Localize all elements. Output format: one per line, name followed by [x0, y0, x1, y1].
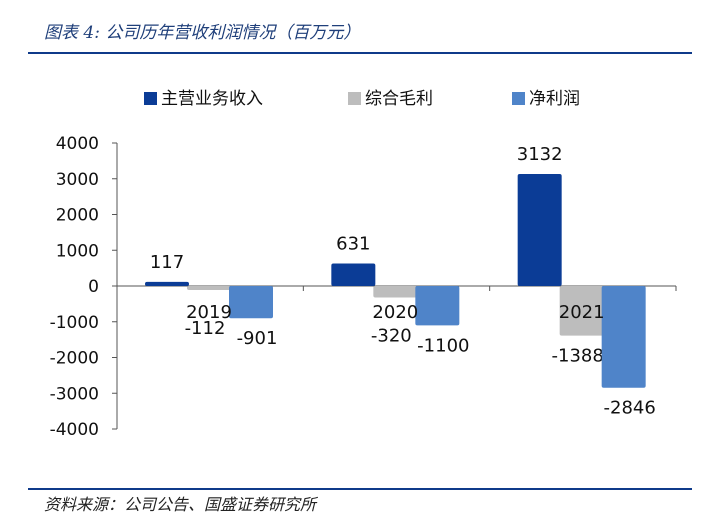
data-label: -1388 — [552, 346, 604, 367]
data-label: -901 — [237, 328, 278, 349]
bar-综合毛利-2021 — [559, 286, 604, 336]
y-tick-label: -2000 — [50, 349, 99, 369]
bar-主营业务收入-2019 — [145, 281, 189, 286]
top-rule — [28, 52, 692, 54]
legend-label-3: 净利润 — [529, 89, 580, 109]
legend-label-1: 主营业务收入 — [161, 89, 263, 109]
data-label: -112 — [185, 318, 226, 339]
y-tick-label: 2000 — [56, 206, 99, 226]
data-label: 3132 — [517, 144, 563, 165]
bar-净利润-2019 — [229, 286, 273, 319]
y-tick-label: 0 — [88, 277, 99, 297]
x-tick-label: 2020 — [372, 302, 418, 323]
y-tick-label: 1000 — [56, 241, 99, 261]
data-label: -2846 — [604, 398, 656, 419]
bar-主营业务收入-2021 — [517, 174, 562, 286]
legend-swatch-2 — [348, 92, 361, 105]
y-tick-label: -1000 — [50, 313, 99, 333]
x-tick-label: 2021 — [559, 302, 605, 323]
bar-主营业务收入-2020 — [331, 263, 376, 286]
legend-label-2: 综合毛利 — [365, 89, 433, 109]
bar-净利润-2020 — [415, 286, 460, 326]
bar-综合毛利-2020 — [373, 286, 418, 298]
data-label: -320 — [371, 325, 412, 346]
y-tick-label: -4000 — [50, 420, 99, 440]
y-tick-label: 4000 — [56, 134, 99, 154]
data-label: 631 — [336, 233, 370, 254]
legend-swatch-1 — [144, 92, 157, 105]
bar-综合毛利-2019 — [187, 286, 231, 291]
bar-净利润-2021 — [601, 286, 646, 388]
bottom-rule — [28, 488, 692, 490]
legend-swatch-3 — [512, 92, 525, 105]
y-tick-label: -3000 — [50, 384, 99, 404]
data-label: -1100 — [417, 335, 469, 356]
x-tick-label: 2019 — [186, 302, 232, 323]
data-label: 117 — [150, 252, 184, 273]
source-note: 资料来源：公司公告、国盛证券研究所 — [44, 495, 317, 514]
chart-title: 图表 4: 公司历年营收利润情况（百万元） — [44, 23, 361, 43]
y-tick-label: 3000 — [56, 170, 99, 190]
